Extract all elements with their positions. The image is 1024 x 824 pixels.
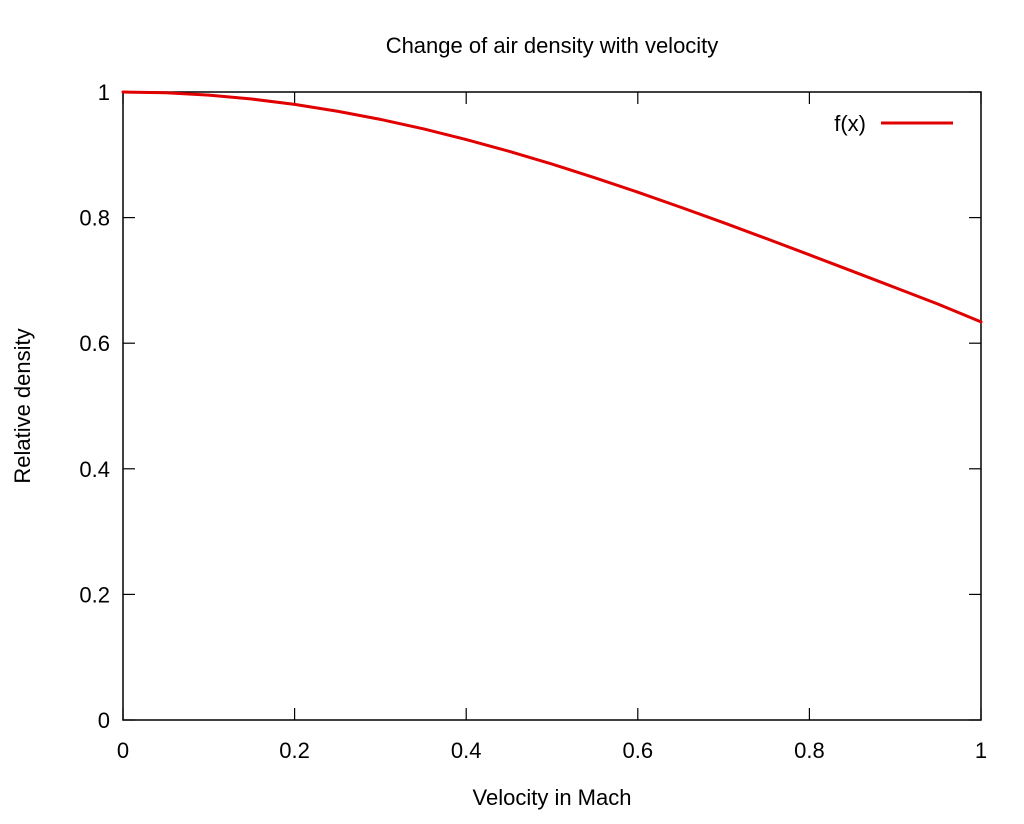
plot-frame-layer <box>122 91 982 721</box>
x-tick-label: 0.6 <box>623 738 654 763</box>
chart-title: Change of air density with velocity <box>386 33 719 58</box>
x-tick-label: 0.2 <box>279 738 310 763</box>
x-tick-label: 0.8 <box>794 738 825 763</box>
ticks-layer: 0 0.2 0.4 0.6 0.8 1 0 0.2 0.4 0.6 0.8 1 <box>79 80 987 763</box>
x-tick-label: 0 <box>117 738 129 763</box>
y-tick-label: 1 <box>98 80 110 105</box>
y-tick-label: 0.2 <box>79 582 110 607</box>
x-tick-label: 0.4 <box>451 738 482 763</box>
y-tick-label: 0 <box>98 708 110 733</box>
y-tick-label: 0.4 <box>79 457 110 482</box>
y-axis-label: Relative density <box>10 328 35 483</box>
series-line-0 <box>121 90 983 324</box>
legend: f(x) <box>834 111 953 136</box>
plot-area-border <box>122 91 982 721</box>
x-tick-label: 1 <box>975 738 987 763</box>
legend-label: f(x) <box>834 111 866 136</box>
y-tick-label: 0.8 <box>79 206 110 231</box>
series-layer <box>121 90 983 324</box>
x-axis-label: Velocity in Mach <box>473 785 632 810</box>
y-tick-label: 0.6 <box>79 331 110 356</box>
